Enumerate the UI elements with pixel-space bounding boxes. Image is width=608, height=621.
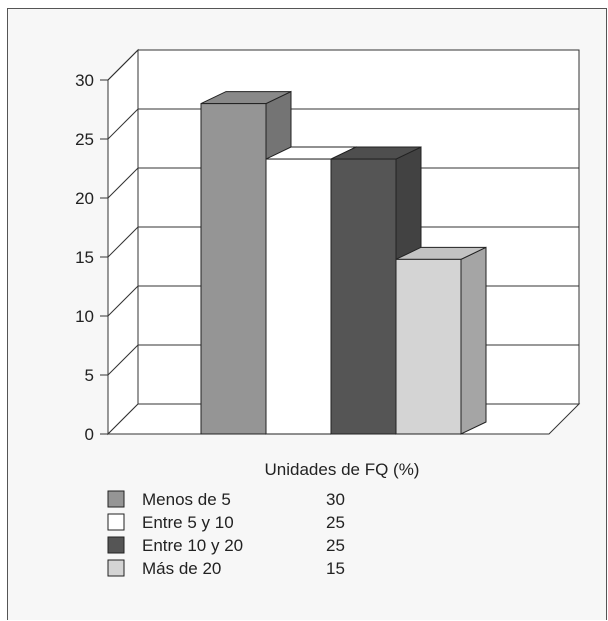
legend-swatch (107, 513, 125, 531)
gridline-side (107, 285, 139, 317)
y-tick-label: 20 (75, 189, 94, 208)
legend-value: 30 (326, 490, 345, 509)
gridline-side (107, 49, 139, 81)
bar-front (200, 103, 267, 435)
bar-chart: 0 5 10 15 20 25 30 Unidades de FQ (%) Menos de… (75, 48, 581, 578)
legend-value: 25 (326, 536, 345, 555)
legend-swatch (107, 559, 125, 577)
gridline-side (107, 167, 139, 199)
chart-frame: 0 5 10 15 20 25 30 Unidades de FQ (%) Menos de… (7, 8, 607, 620)
bar (395, 246, 487, 435)
y-tick-label: 30 (75, 71, 94, 90)
bar-side (460, 246, 487, 435)
gridline-side (107, 108, 139, 140)
bars (200, 90, 487, 435)
legend-swatch (107, 536, 125, 554)
legend-value: 25 (326, 513, 345, 532)
legend: Menos de 5 30 Entre 5 y 10 25 Entre 10 y 20 2… (107, 490, 345, 578)
y-axis-ticks: 0 5 10 15 20 25 30 (75, 71, 108, 444)
bar-front (330, 158, 397, 435)
legend-value: 15 (326, 559, 345, 578)
bar-front (265, 158, 332, 435)
gridline-side (107, 344, 139, 376)
y-tick-label: 5 (85, 366, 94, 385)
legend-label: Entre 5 y 10 (142, 513, 234, 532)
y-tick-label: 0 (85, 425, 94, 444)
y-tick-label: 10 (75, 307, 94, 326)
y-tick-label: 25 (75, 130, 94, 149)
gridline-side (107, 226, 139, 258)
bar-front (395, 258, 462, 435)
y-tick-label: 15 (75, 248, 94, 267)
legend-label: Entre 10 y 20 (142, 536, 243, 555)
legend-swatch (107, 490, 125, 508)
legend-label: Más de 20 (142, 559, 221, 578)
x-axis-label: Unidades de FQ (%) (265, 460, 420, 479)
legend-label: Menos de 5 (142, 490, 231, 509)
